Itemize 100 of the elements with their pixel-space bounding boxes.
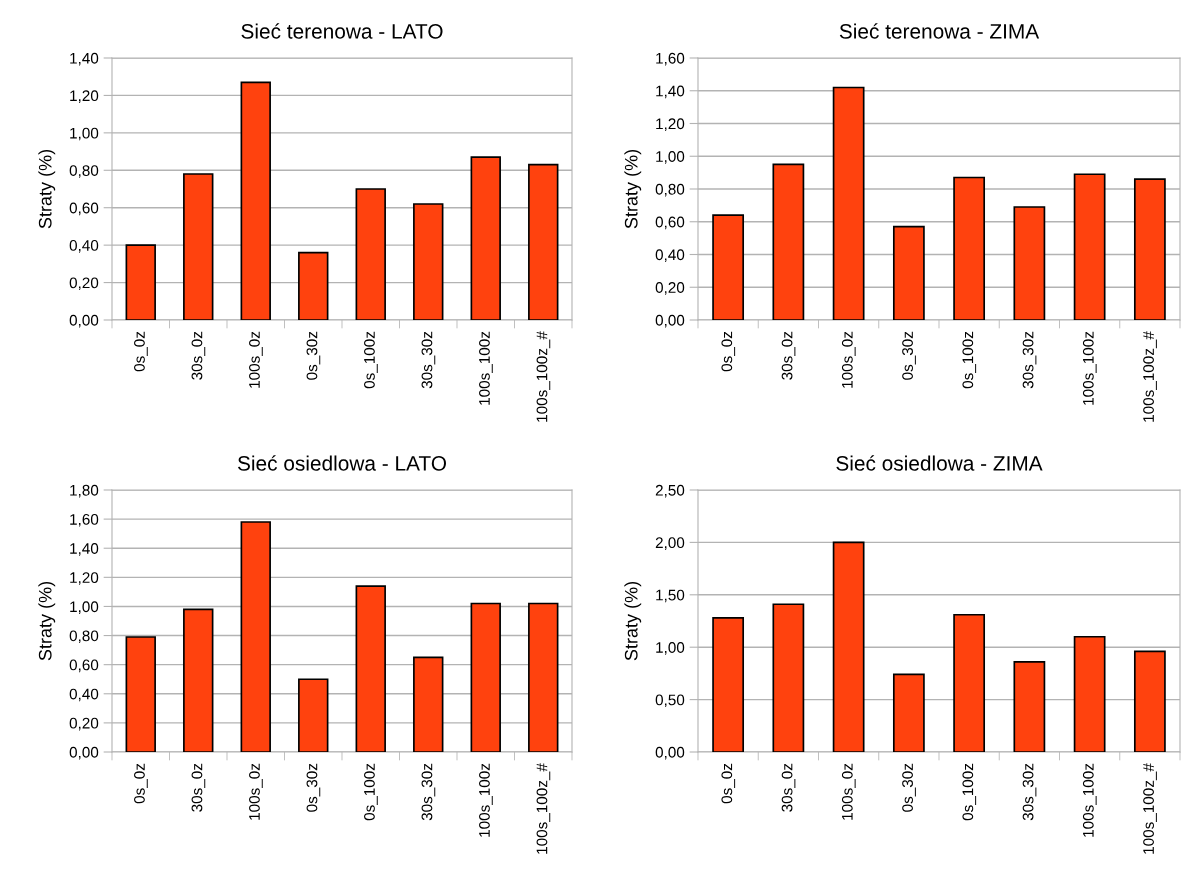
x-tick-label: 100s_100z_# bbox=[1143, 763, 1157, 854]
y-tick-label: 0,00 bbox=[655, 314, 685, 328]
x-tick-label: 100s_100z_# bbox=[536, 763, 551, 854]
y-tick-label: 0,00 bbox=[69, 746, 99, 760]
x-tick-label: 30s_30z bbox=[421, 763, 436, 821]
bar bbox=[183, 608, 214, 752]
bar bbox=[953, 613, 986, 752]
y-tick-label: 1,00 bbox=[656, 642, 685, 655]
bar bbox=[183, 173, 214, 320]
y-tick-label: 2,00 bbox=[655, 537, 685, 550]
x-tick-label: 30s_0z bbox=[191, 763, 206, 812]
bar bbox=[1073, 635, 1106, 752]
y-tick-label: 1,20 bbox=[70, 572, 99, 585]
y-tick-label: 0,40 bbox=[69, 240, 99, 253]
y-tick-label: 1,60 bbox=[70, 513, 99, 527]
y-tick-label: 0,50 bbox=[655, 694, 685, 708]
x-tick-label: 30s_0z bbox=[781, 331, 796, 380]
x-tick-label: 0s_30z bbox=[306, 331, 321, 380]
y-tick-label: 0,00 bbox=[655, 746, 685, 760]
y-tick-label: 1,50 bbox=[656, 589, 685, 603]
x-tick-label: 0s_0z bbox=[134, 331, 148, 372]
x-tick-label: 100s_0z bbox=[841, 763, 856, 820]
x-tick-label: 100s_100z bbox=[1082, 763, 1097, 837]
x-tick-label: 30s_30z bbox=[421, 331, 436, 389]
bar bbox=[528, 163, 559, 320]
y-tick-label: 0,80 bbox=[69, 165, 99, 178]
y-tick-label: 1,40 bbox=[70, 52, 99, 66]
bar bbox=[892, 673, 925, 752]
bar bbox=[1133, 650, 1166, 752]
chart-title: Sieć terenowa - LATO bbox=[241, 23, 443, 39]
x-tick-label: 0s_100z bbox=[364, 331, 378, 389]
y-axis-title: Straty (%) bbox=[38, 581, 56, 661]
x-tick-label: 0s_0z bbox=[721, 763, 736, 804]
bar bbox=[470, 602, 501, 752]
x-tick-label: 100s_100z_# bbox=[536, 331, 551, 422]
x-tick-label: 0s_30z bbox=[306, 763, 321, 812]
x-tick-label: 30s_0z bbox=[191, 331, 206, 380]
bar bbox=[470, 156, 501, 320]
y-tick-label: 1,40 bbox=[656, 85, 685, 99]
y-tick-label: 1,60 bbox=[656, 52, 685, 66]
y-tick-label: 1,20 bbox=[656, 118, 685, 131]
bar bbox=[355, 188, 386, 320]
x-tick-label: 100s_0z bbox=[841, 331, 856, 388]
bar bbox=[1073, 173, 1106, 320]
bar bbox=[240, 521, 271, 752]
bar bbox=[712, 617, 745, 752]
chart-title: Sieć osiedlowa - LATO bbox=[237, 455, 446, 471]
y-tick-label: 1,40 bbox=[70, 543, 99, 556]
y-tick-label: 1,80 bbox=[70, 484, 99, 498]
x-tick-label: 100s_0z bbox=[249, 763, 263, 820]
bar bbox=[712, 214, 745, 320]
x-tick-label: 100s_0z bbox=[249, 331, 263, 388]
y-tick-label: 2,50 bbox=[655, 484, 685, 498]
bar bbox=[298, 678, 329, 752]
x-tick-label: 0s_30z bbox=[902, 331, 916, 380]
x-tick-label: 0s_100z bbox=[962, 763, 977, 821]
bar bbox=[413, 203, 444, 320]
y-tick-label: 1,00 bbox=[656, 151, 685, 164]
y-axis-title: Straty (%) bbox=[624, 149, 642, 229]
y-tick-label: 0,20 bbox=[69, 717, 99, 731]
x-tick-label: 0s_100z bbox=[962, 331, 977, 389]
bar bbox=[832, 86, 865, 320]
y-tick-label: 0,40 bbox=[69, 688, 99, 702]
bar bbox=[355, 585, 386, 752]
y-tick-label: 0,60 bbox=[69, 659, 99, 673]
x-tick-label: 30s_30z bbox=[1022, 331, 1037, 389]
y-tick-label: 1,20 bbox=[70, 90, 99, 103]
bar bbox=[1013, 206, 1046, 320]
bar bbox=[1013, 661, 1046, 752]
y-tick-label: 0,60 bbox=[69, 202, 99, 216]
y-tick-label: 0,80 bbox=[69, 630, 99, 644]
x-tick-label: 0s_100z bbox=[364, 763, 378, 821]
y-tick-label: 1,00 bbox=[70, 127, 99, 141]
x-tick-label: 30s_0z bbox=[781, 763, 796, 812]
y-tick-label: 0,20 bbox=[655, 282, 685, 295]
bar bbox=[240, 81, 271, 320]
chart-title: Sieć osiedlowa - ZIMA bbox=[836, 455, 1043, 471]
bar bbox=[298, 251, 329, 320]
x-tick-label: 100s_100z bbox=[479, 763, 493, 837]
y-axis-title: Straty (%) bbox=[38, 149, 56, 229]
bar bbox=[772, 163, 805, 320]
x-tick-label: 100s_100z_# bbox=[1143, 331, 1157, 422]
bar bbox=[125, 244, 156, 320]
bar bbox=[1133, 178, 1166, 320]
x-tick-label: 0s_0z bbox=[721, 331, 736, 372]
bar bbox=[953, 176, 986, 320]
y-tick-label: 0,40 bbox=[655, 249, 685, 262]
x-tick-label: 100s_100z bbox=[1082, 331, 1097, 405]
y-tick-label: 0,20 bbox=[69, 277, 99, 291]
y-tick-label: 0,80 bbox=[655, 183, 685, 197]
bar bbox=[125, 636, 156, 752]
y-tick-label: 1,00 bbox=[70, 601, 99, 614]
y-tick-label: 0,60 bbox=[655, 216, 685, 230]
chart-title: Sieć terenowa - ZIMA bbox=[839, 23, 1040, 39]
x-tick-label: 100s_100z bbox=[479, 331, 493, 405]
bar bbox=[772, 603, 805, 752]
bar bbox=[832, 541, 865, 752]
x-tick-label: 0s_0z bbox=[134, 763, 148, 804]
x-tick-label: 30s_30z bbox=[1022, 763, 1037, 821]
bar bbox=[413, 656, 444, 752]
